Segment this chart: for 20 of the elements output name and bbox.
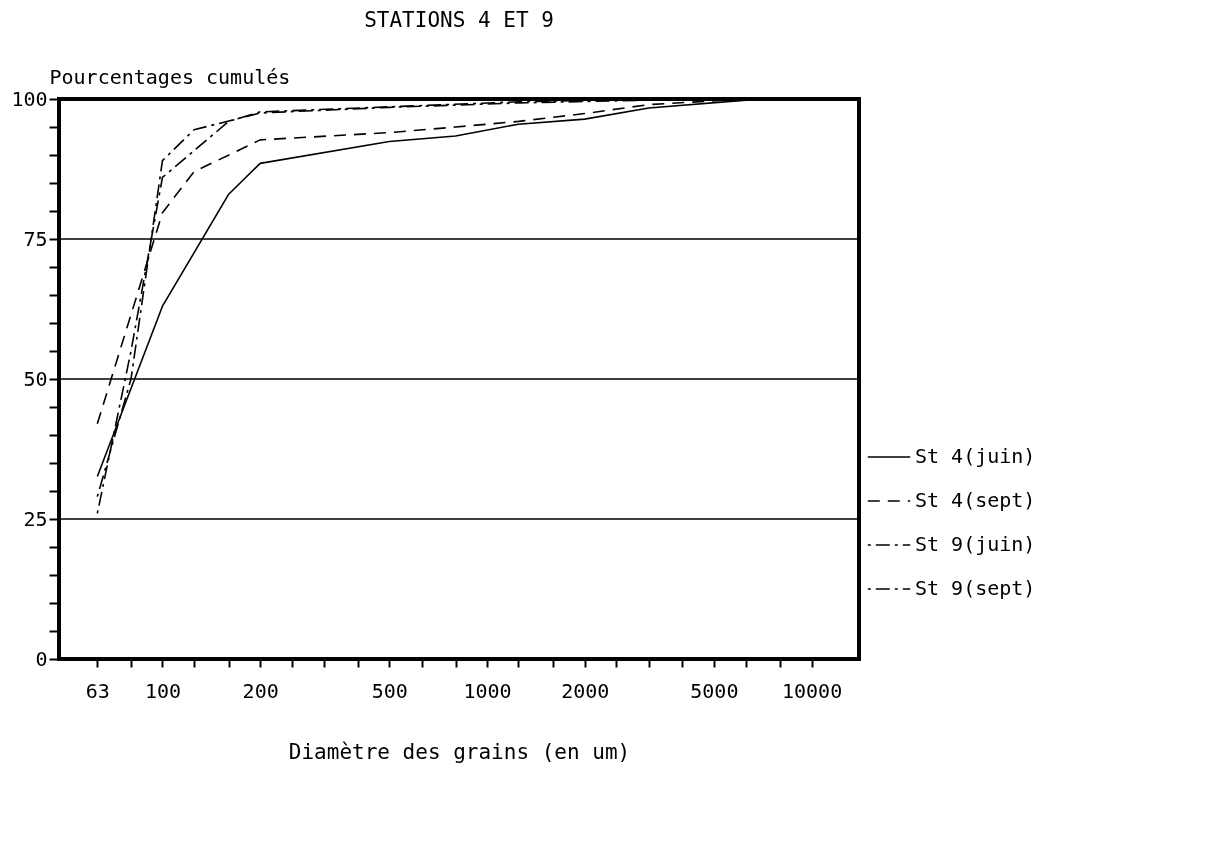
legend-label: St 4(sept)	[915, 488, 1036, 512]
x-tick-label: 10000	[781, 678, 843, 703]
legend-label: St 9(sept)	[915, 576, 1036, 600]
legend-label: St 9(juin)	[915, 532, 1036, 556]
x-tick-label: 63	[85, 678, 110, 703]
x-axis-title: Diamètre des grains (en um)	[288, 739, 631, 764]
y-tick-label: 50	[23, 366, 48, 391]
y-tick-label: 25	[23, 506, 48, 531]
legend-label: St 4(juin)	[915, 444, 1036, 468]
y-axis-title: Pourcentages cumulés	[49, 64, 291, 89]
x-tick-label: 5000	[690, 678, 739, 703]
x-tick-label: 500	[371, 678, 408, 703]
y-tick-label: 75	[23, 226, 48, 251]
x-tick-label: 2000	[561, 678, 610, 703]
y-tick-label: 100	[11, 86, 48, 111]
chart-title: STATIONS 4 ET 9	[364, 8, 554, 32]
x-tick-label: 1000	[463, 678, 512, 703]
x-tick-label: 200	[242, 678, 279, 703]
x-tick-label: 100	[144, 678, 182, 703]
y-tick-label: 0	[35, 646, 48, 671]
